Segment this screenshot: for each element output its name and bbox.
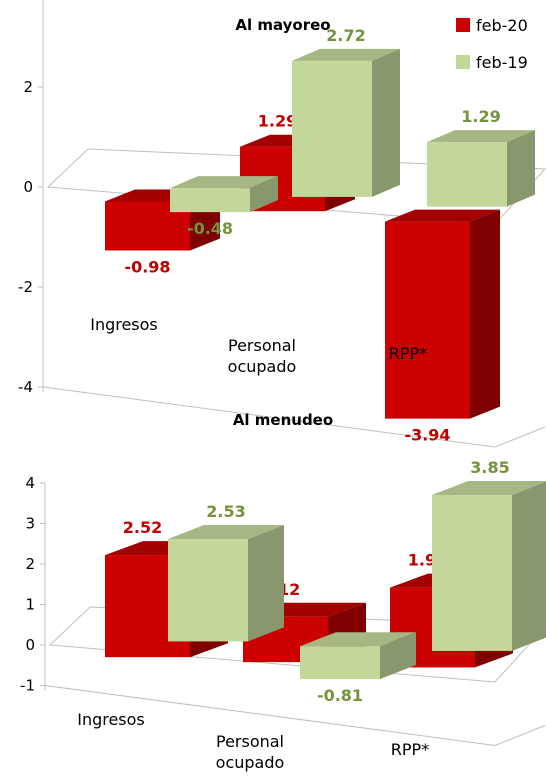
bar-feb-20-2: -3.94: [385, 209, 500, 445]
bar-side: [380, 632, 416, 679]
category-label: ocupado: [228, 357, 297, 376]
chart-panel-2: Al menudeo43210-12.521.121.972.53-0.813.…: [20, 411, 546, 772]
bar-top: [385, 209, 500, 222]
bar-feb-19-1: -0.81: [300, 632, 416, 705]
bar-top: [432, 481, 546, 495]
bar-feb-19-1: 2.72: [292, 26, 400, 197]
data-label: 2.53: [206, 502, 245, 521]
floor-base-line: [42, 386, 546, 448]
category-label: RPP*: [389, 344, 427, 363]
data-label: 1.29: [461, 107, 500, 126]
y-tick-label: -2: [18, 278, 33, 296]
bar-front: [427, 142, 507, 207]
chart-title: Al mayoreo: [235, 16, 330, 34]
category-label: RPP*: [391, 740, 429, 759]
bar-feb-19-0: -0.48: [170, 176, 278, 238]
bar-top: [427, 130, 535, 143]
floor-base-line: [44, 685, 546, 747]
y-tick-label: 3: [25, 515, 35, 533]
y-tick-label: 4: [25, 474, 35, 492]
bar-feb-19-2: 3.85: [432, 458, 546, 651]
bar-top: [168, 525, 284, 539]
chart-panel-1: Al mayoreo420-2-4-0.981.29-3.94-0.482.72…: [18, 0, 546, 448]
legend-swatch-feb-19: [456, 55, 470, 69]
bar-front: [170, 188, 250, 213]
data-label: -0.48: [187, 219, 233, 238]
bar-side: [372, 48, 400, 197]
y-tick-label: 0: [25, 636, 35, 654]
category-label: ocupado: [216, 753, 285, 772]
data-label: -0.81: [317, 686, 363, 705]
y-tick-label: 2: [23, 78, 33, 96]
category-label: Ingresos: [77, 710, 145, 729]
bar-side: [250, 176, 278, 213]
bar-side: [512, 481, 546, 651]
bar-side: [470, 209, 500, 419]
category-label: Ingresos: [90, 315, 158, 334]
bar-side: [507, 130, 535, 207]
data-label: 2.52: [123, 518, 162, 537]
legend-label-feb-20: feb-20: [476, 16, 528, 35]
bar-side: [248, 525, 284, 642]
y-tick-label: 1: [25, 596, 35, 614]
bar-front: [300, 646, 380, 679]
y-tick-label: -1: [20, 677, 35, 695]
bar-front: [292, 60, 372, 197]
bar-front: [168, 538, 248, 642]
bar-front: [385, 221, 470, 419]
category-label: Personal: [216, 732, 284, 751]
bar-feb-19-2: 1.29: [427, 107, 535, 207]
bar-front: [432, 495, 512, 651]
y-tick-label: 2: [25, 555, 35, 573]
bar-top: [170, 176, 278, 189]
category-label: Personal: [228, 336, 296, 355]
data-label: 1.29: [258, 112, 297, 131]
bar-top: [292, 48, 400, 61]
data-label: -3.94: [404, 426, 450, 445]
y-tick-label: 0: [23, 178, 33, 196]
legend-label-feb-19: feb-19: [476, 53, 528, 72]
y-tick-label: -4: [18, 378, 33, 396]
legend-swatch-feb-20: [456, 18, 470, 32]
bar-feb-19-0: 2.53: [168, 502, 284, 642]
data-label: 3.85: [470, 458, 509, 477]
data-label: 2.72: [326, 26, 365, 45]
bar-top: [300, 632, 416, 647]
data-label: -0.98: [124, 257, 170, 276]
chart-title: Al menudeo: [233, 411, 333, 429]
